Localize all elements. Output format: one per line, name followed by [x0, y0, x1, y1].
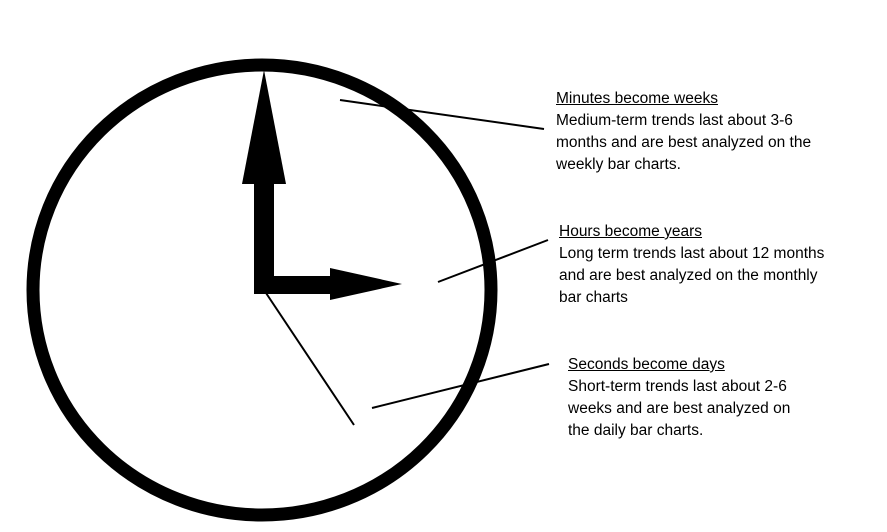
- callout-seconds-line-2: weeks and are best analyzed on: [568, 400, 791, 417]
- second-hand: [263, 289, 355, 426]
- leader-line-seconds: [371, 363, 550, 409]
- hour-hand-shaft: [258, 276, 338, 294]
- callout-hours-line-2: and are best analyzed on the monthly: [559, 267, 818, 284]
- callout-hours: Hours become years Long term trends last…: [559, 221, 859, 309]
- minute-hand-shaft: [254, 178, 274, 294]
- callout-minutes-title: Minutes become weeks: [556, 90, 718, 107]
- callout-hours-line-3: bar charts: [559, 289, 628, 306]
- leader-line-minutes: [339, 99, 545, 130]
- callout-seconds-line-1: Short-term trends last about 2-6: [568, 378, 787, 395]
- callout-minutes-line-3: weekly bar charts.: [556, 156, 681, 173]
- callout-minutes: Minutes become weeks Medium-term trends …: [556, 88, 856, 176]
- callout-minutes-line-1: Medium-term trends last about 3-6: [556, 112, 793, 129]
- callout-seconds-title: Seconds become days: [568, 356, 725, 373]
- callout-seconds-line-3: the daily bar charts.: [568, 422, 704, 439]
- callout-minutes-line-2: months and are best analyzed on the: [556, 134, 812, 151]
- callout-seconds: Seconds become days Short-term trends la…: [568, 354, 868, 442]
- callout-hours-line-1: Long term trends last about 12 months: [559, 245, 825, 262]
- minute-hand-arrowhead: [242, 70, 286, 184]
- callout-hours-title: Hours become years: [559, 223, 703, 240]
- leader-line-hours: [437, 239, 549, 283]
- hour-hand-arrowhead: [330, 268, 402, 300]
